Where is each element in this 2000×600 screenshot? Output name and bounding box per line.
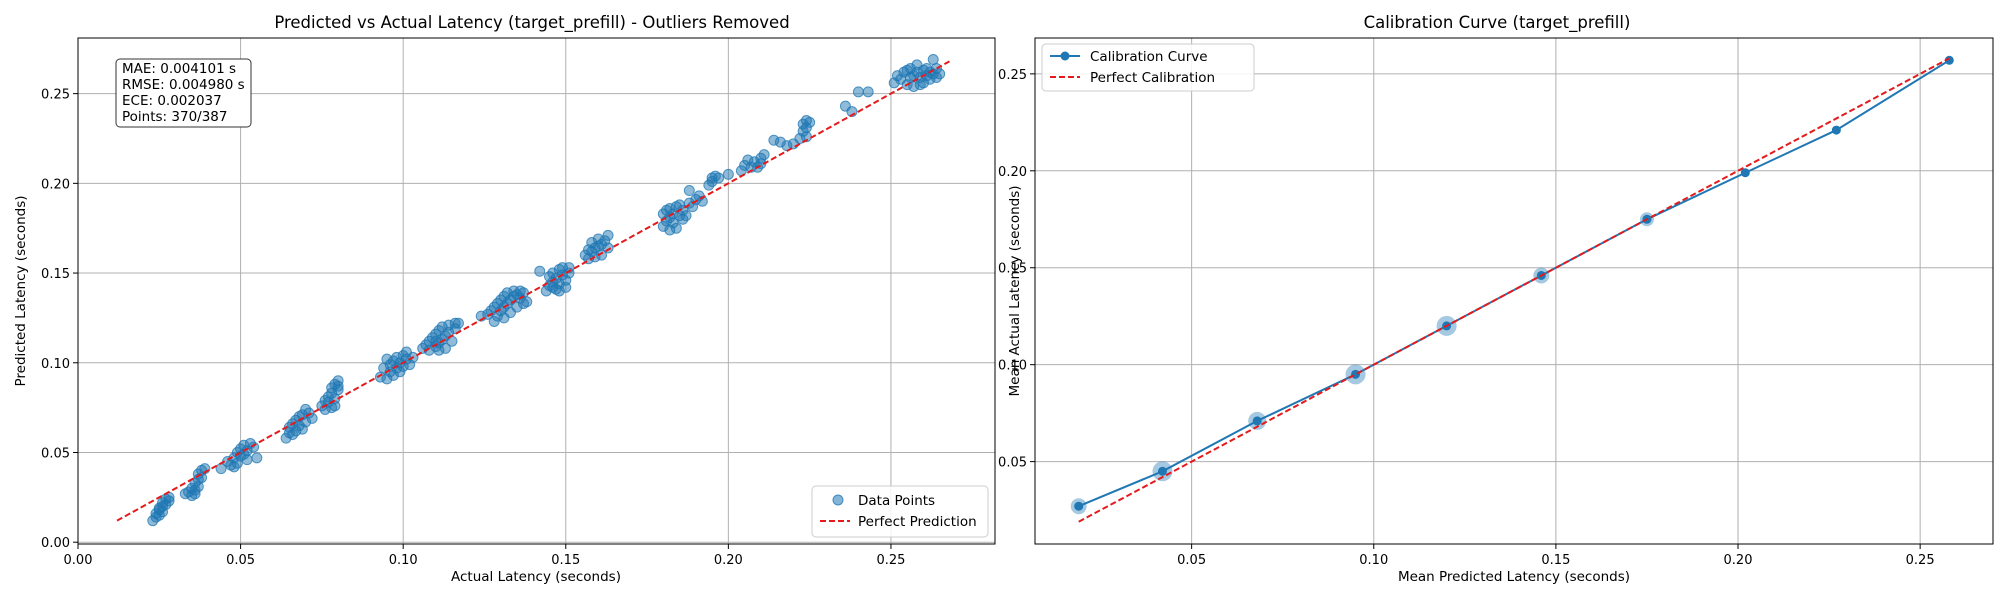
data-point: [804, 116, 816, 128]
data-point: [433, 344, 445, 356]
calibration-legend: Calibration Curve Perfect Calibration: [1041, 43, 1255, 92]
legend-label-perfect-calibration: Perfect Calibration: [1090, 70, 1215, 86]
data-point: [680, 210, 692, 222]
calibration-point: [1831, 125, 1841, 135]
stats-points: Points: 370/387: [122, 109, 227, 125]
perfect-line: [116, 60, 950, 522]
data-point: [683, 185, 695, 197]
data-point: [326, 402, 338, 414]
calibration-panel: Calibration Curve (target_prefill) 0.05 0…: [998, 13, 1994, 585]
x-tick-label: 0.05: [226, 553, 255, 568]
calibration-point: [1252, 416, 1262, 426]
x-tick-label: 0.10: [1359, 553, 1388, 568]
data-point: [602, 229, 614, 241]
data-point: [332, 380, 344, 392]
calibration-point: [1074, 501, 1084, 511]
data-point: [553, 285, 565, 297]
data-point: [852, 86, 864, 98]
data-point: [862, 86, 874, 98]
data-point: [452, 317, 464, 329]
calibration-point: [1157, 466, 1167, 476]
data-point: [153, 502, 165, 514]
calibration-axes-frame: [1034, 37, 1994, 545]
legend-label-perfect-prediction: Perfect Prediction: [858, 514, 977, 530]
y-tick-label: 0.05: [998, 456, 1027, 471]
data-point: [498, 312, 510, 324]
data-point: [306, 412, 318, 424]
legend-marker-data-points: [832, 494, 844, 506]
scatter-ticks: 0.00 0.05 0.10 0.15 0.20 0.25 0.00 0.05 0.10 0.15…: [41, 88, 905, 568]
scatter-legend-frame: [811, 485, 989, 538]
data-point: [713, 172, 725, 184]
scatter-marks: [116, 54, 950, 527]
data-point: [228, 461, 240, 473]
y-tick-label: 0.20: [41, 177, 70, 192]
x-tick-label: 0.10: [389, 553, 418, 568]
calibration-legend-frame: [1041, 43, 1255, 92]
data-point: [192, 481, 204, 493]
x-tick-label: 0.20: [1724, 553, 1753, 568]
calibration-ticks: 0.05 0.10 0.15 0.20 0.25 0.05 0.10 0.15 0.20 0.25: [998, 68, 1935, 568]
data-point: [934, 68, 946, 80]
data-point: [583, 244, 595, 256]
legend-marker-calibration-curve: [1060, 51, 1070, 61]
calibration-x-axis-label: Mean Predicted Latency (seconds): [1398, 569, 1630, 585]
x-tick-label: 0.20: [714, 553, 743, 568]
scatter-panel: Predicted vs Actual Latency (target_pref…: [13, 13, 996, 585]
stats-box: MAE: 0.004101 s RMSE: 0.004980 s ECE: 0.…: [115, 58, 252, 128]
calibration-point: [1740, 168, 1750, 178]
calibration-y-axis-label: Mean Actual Latency (seconds): [1007, 185, 1023, 396]
data-point: [758, 149, 770, 161]
perfect-line: [1078, 57, 1950, 523]
y-tick-label: 0.25: [41, 88, 70, 103]
x-tick-label: 0.25: [1906, 553, 1935, 568]
data-point: [596, 249, 608, 261]
scatter-x-axis-label: Actual Latency (seconds): [451, 569, 621, 585]
scatter-axes-frame: [77, 37, 996, 545]
y-tick-label: 0.20: [998, 165, 1027, 180]
data-point: [251, 452, 263, 464]
x-tick-label: 0.15: [551, 553, 580, 568]
data-point: [534, 265, 546, 277]
data-point: [381, 353, 393, 365]
stats-box-frame: [115, 58, 252, 128]
stats-mae: MAE: 0.004101 s: [122, 61, 236, 77]
y-tick-label: 0.05: [41, 446, 70, 461]
stats-rmse: RMSE: 0.004980 s: [122, 77, 245, 93]
legend-label-data-points: Data Points: [858, 493, 935, 509]
calibration-title: Calibration Curve (target_prefill): [1364, 13, 1631, 33]
x-tick-label: 0.25: [876, 553, 905, 568]
calibration-marks: [1070, 55, 1954, 523]
calibration-point: [1944, 55, 1954, 65]
legend-label-calibration-curve: Calibration Curve: [1090, 49, 1208, 65]
y-tick-label: 0.15: [41, 267, 70, 282]
data-point: [248, 441, 260, 453]
data-point: [722, 168, 734, 180]
x-tick-label: 0.15: [1541, 553, 1570, 568]
y-tick-label: 0.10: [998, 359, 1027, 374]
data-point: [521, 296, 533, 308]
y-tick-label: 0.25: [998, 68, 1027, 83]
stats-ece: ECE: 0.002037: [122, 93, 222, 109]
scatter-y-axis-label: Predicted Latency (seconds): [13, 195, 29, 386]
y-tick-label: 0.10: [41, 357, 70, 372]
x-tick-label: 0.00: [64, 553, 93, 568]
y-tick-label: 0.00: [41, 536, 70, 551]
x-tick-label: 0.05: [1177, 553, 1206, 568]
scatter-title: Predicted vs Actual Latency (target_pref…: [274, 13, 789, 33]
data-point: [664, 224, 676, 236]
y-tick-label: 0.15: [998, 262, 1027, 277]
data-point: [602, 242, 614, 254]
scatter-legend: Data Points Perfect Prediction: [811, 485, 989, 538]
